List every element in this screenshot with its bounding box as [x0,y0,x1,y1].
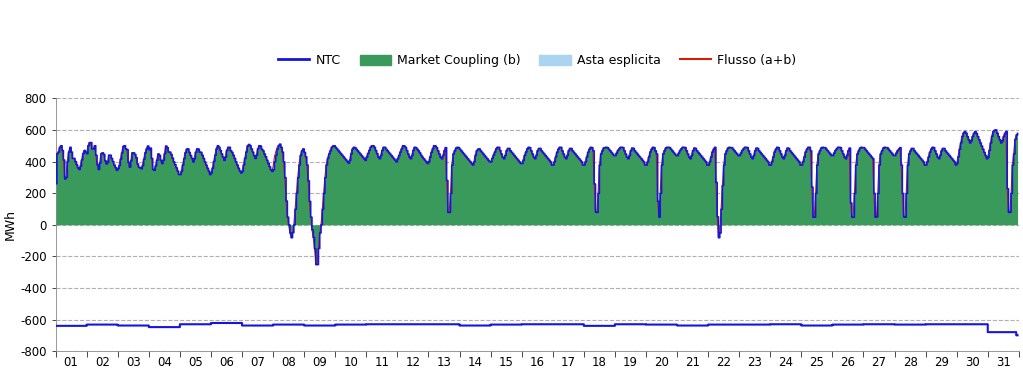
Legend: NTC, Market Coupling (b), Asta esplicita, Flusso (a+b): NTC, Market Coupling (b), Asta esplicita… [273,49,801,72]
Y-axis label: MWh: MWh [4,209,17,240]
